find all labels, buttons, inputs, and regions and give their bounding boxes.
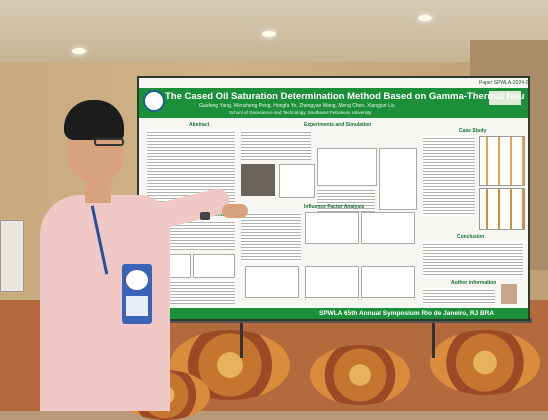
section-experiments: Experiments and Simulation — [304, 122, 372, 128]
stand-leg — [240, 318, 243, 358]
well-log-chart — [479, 188, 525, 230]
conclusion-text — [423, 242, 523, 276]
section-author-info: Author information — [451, 280, 497, 286]
influence-plot — [305, 266, 359, 298]
section-case-study: Case Study — [459, 128, 487, 134]
university-logo — [143, 90, 165, 112]
ceiling-light — [262, 31, 276, 37]
section-influence: Influence Factor Analysis — [304, 204, 365, 210]
theory-figure — [193, 254, 235, 278]
section-conclusion: Conclusion — [457, 234, 485, 240]
section-abstract: Abstract — [189, 122, 210, 128]
ceiling-light — [418, 15, 432, 21]
influence-plot — [361, 212, 415, 244]
person-hand — [222, 204, 248, 218]
eyeglasses — [94, 138, 124, 146]
badge-logo — [126, 270, 148, 290]
badge-card — [126, 296, 148, 316]
stand-leg — [432, 318, 435, 358]
influence-plot — [305, 212, 359, 244]
carpet-pattern — [310, 345, 410, 405]
case-text — [423, 136, 475, 216]
side-board — [0, 220, 24, 292]
results-plot — [379, 148, 417, 210]
influence-plot — [245, 266, 299, 298]
author-photo — [501, 284, 517, 304]
poster-title: The Cased Oil Saturation Determination M… — [165, 91, 525, 102]
simulation-text — [317, 188, 375, 212]
footer-banner — [139, 308, 528, 319]
poster-footer: SPWLA 65th Annual Symposium Rio de Janei… — [319, 310, 495, 317]
author-info-text — [423, 288, 495, 304]
poster-affiliation: School of Geoscience and Technology, Sou… — [229, 110, 372, 115]
title-banner — [139, 88, 528, 118]
poster-authors: Guofeng Yang, Wenzheng Peng, Hongfa Ye, … — [199, 103, 395, 109]
experiment-photo — [241, 164, 275, 196]
paper-id: Paper SPWLA-2024-0031 — [479, 80, 529, 86]
ceiling-light — [72, 48, 86, 54]
influence-plot — [361, 266, 415, 298]
carpet-pattern — [430, 330, 540, 395]
experiment-plot — [279, 164, 315, 198]
experiment-text — [241, 130, 311, 160]
wristwatch — [200, 212, 210, 220]
person-hair — [64, 100, 124, 140]
well-log-chart — [479, 136, 525, 186]
simulation-plot — [317, 148, 377, 186]
society-logo — [489, 91, 521, 105]
influence-text — [241, 212, 301, 262]
